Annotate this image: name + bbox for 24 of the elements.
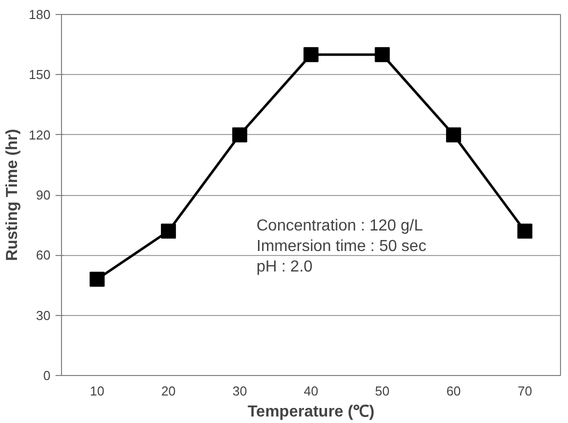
x-tick-label: 70: [518, 384, 532, 398]
y-axis-title: Rusting Time (hr): [4, 128, 21, 262]
point: [446, 127, 462, 142]
x-tick-label: 10: [90, 384, 104, 398]
y-tick-label: 90: [36, 188, 51, 202]
y-tick-label: 150: [28, 67, 51, 82]
y-tick-label: 0: [43, 368, 51, 383]
y-tick-label: 120: [28, 127, 51, 142]
point: [517, 224, 532, 239]
annotation: Concentration : 120 g/L Immersion time : 50 sec pH : 2.0: [256, 218, 426, 276]
x-tick-label: 60: [446, 384, 461, 398]
point: [304, 47, 318, 62]
point: [232, 127, 248, 142]
point: [160, 224, 176, 239]
x-tick-label: 50: [375, 384, 390, 398]
x-tick-label: 20: [161, 384, 176, 398]
x-tick-label: 30: [232, 384, 247, 398]
point: [90, 272, 105, 287]
y-tick-label: 180: [28, 7, 51, 22]
y-tick-label: 30: [36, 308, 51, 323]
x-axis-title: Temperature (℃): [248, 404, 374, 420]
y-tick-label: 60: [36, 248, 51, 263]
point: [374, 47, 390, 62]
x-tick-label: 40: [304, 384, 318, 398]
